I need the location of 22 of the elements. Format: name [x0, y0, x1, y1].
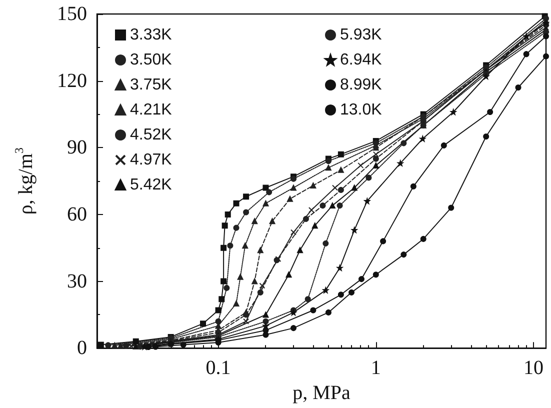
- legend-label: 4.52K: [130, 126, 172, 144]
- legend-label: 5.42K: [130, 176, 172, 194]
- legend-label: 5.93K: [340, 26, 382, 44]
- y-tick-label: 120: [57, 70, 87, 92]
- legend-label: 4.21K: [130, 102, 172, 118]
- y-tick-label: 90: [67, 136, 87, 159]
- x-tick-label: 10: [524, 357, 544, 380]
- x-tick-label: 0.1: [206, 357, 231, 380]
- legend-label: 3.33K: [130, 26, 172, 44]
- legend-label: 3.50K: [130, 52, 172, 68]
- legend-label: 3.75K: [130, 76, 172, 94]
- legend-label: 4.97K: [130, 152, 172, 168]
- x-tick-label: 1: [370, 357, 381, 380]
- y-axis-title: ρ, kg/m3: [12, 148, 37, 215]
- legend-label: 8.99K: [340, 76, 382, 94]
- x-axis-title: p, MPa: [292, 382, 351, 404]
- legend-label: 6.94K: [340, 52, 382, 68]
- y-tick-label: 0: [77, 337, 87, 360]
- legend-label: 13.0K: [340, 102, 382, 118]
- y-tick-label: 150: [57, 3, 87, 25]
- y-tick-label: 30: [67, 270, 87, 292]
- y-tick-label: 60: [67, 203, 87, 226]
